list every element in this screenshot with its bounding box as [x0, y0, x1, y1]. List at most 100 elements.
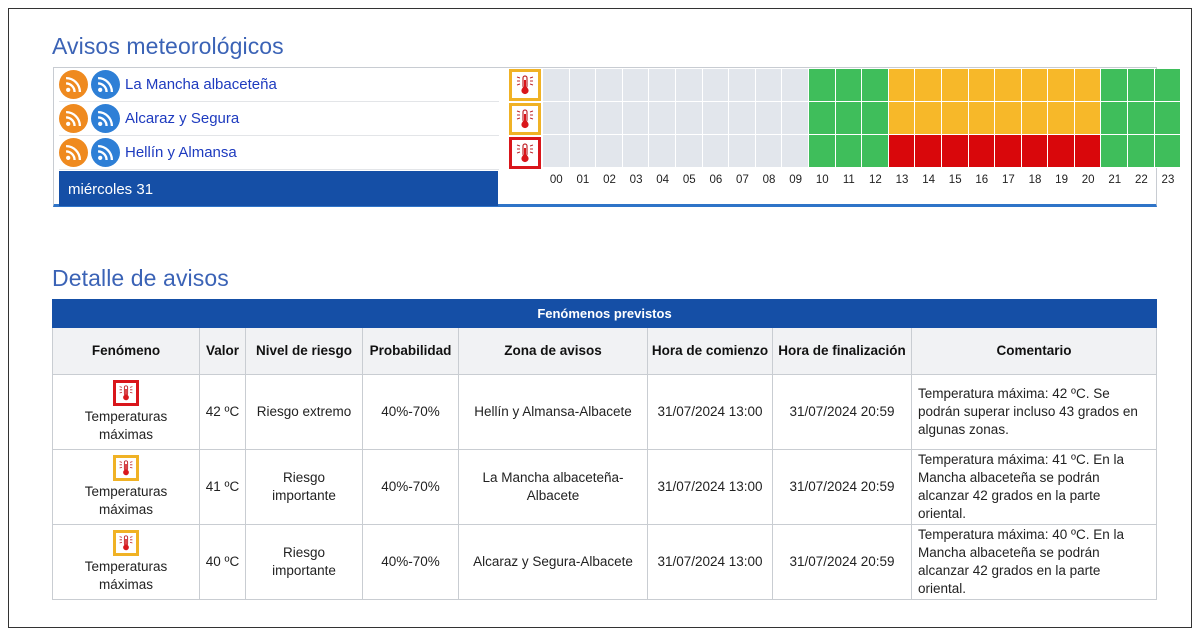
thermometer-icon[interactable] [509, 137, 541, 169]
hour-cell-grey [782, 69, 809, 102]
hour-cell-green [808, 102, 836, 135]
hour-grid-row [543, 69, 1182, 102]
hour-label: 16 [975, 174, 989, 186]
hour-cell-grey [596, 69, 623, 102]
hour-label: 18 [1028, 174, 1042, 186]
hour-cell-green [862, 102, 889, 135]
hour-cell-grey [569, 69, 597, 102]
table-caption: Fenómenos previstos [52, 299, 1157, 328]
hour-cell-green [1101, 69, 1129, 102]
hour-cell-green [835, 69, 863, 102]
hour-cell-grey [675, 135, 703, 168]
rss-feed-icon[interactable] [91, 104, 120, 133]
hour-label: 04 [656, 174, 670, 186]
warnings-title: Avisos meteorológicos [52, 33, 284, 59]
hour-label: 01 [576, 174, 590, 186]
phenomenon-label: Temperaturas máximas [84, 409, 168, 442]
column-header: Probabilidad [362, 327, 459, 375]
hour-label: 02 [603, 174, 616, 186]
hour-cell-yellow [888, 69, 916, 102]
hour-cell-grey [543, 69, 570, 102]
hour-label: 13 [895, 174, 909, 186]
probability-cell: 40%-70% [362, 374, 459, 450]
hour-cell-grey [649, 102, 676, 135]
hour-cell-grey [649, 69, 676, 102]
column-header: Hora de comienzo [647, 327, 773, 375]
page-frame: Avisos meteorológicos La Mancha albacete… [8, 8, 1192, 628]
hour-cell-yellow [995, 69, 1022, 102]
column-header: Fenómeno [52, 327, 200, 375]
column-header: Nivel de riesgo [245, 327, 363, 375]
hour-cell-grey [569, 135, 597, 168]
end-time-cell: 31/07/2024 20:59 [772, 524, 912, 600]
hour-cell-green [1154, 102, 1182, 135]
zone-cell: La Mancha albaceteña-Albacete [458, 449, 648, 525]
zone-link[interactable]: Alcaraz y Segura [125, 110, 240, 127]
hour-cell-yellow [941, 69, 969, 102]
hour-cell-yellow [888, 102, 916, 135]
hour-cell-red [1048, 135, 1075, 168]
hour-cell-grey [702, 102, 730, 135]
hour-cell-yellow [915, 69, 942, 102]
table-header-row: Fenómeno Valor Nivel de riesgo Probabili… [52, 327, 1157, 375]
hour-cell-grey [782, 135, 809, 168]
detail-title: Detalle de avisos [52, 265, 229, 291]
hour-cell-red [1021, 135, 1049, 168]
hour-cell-grey [622, 69, 650, 102]
warnings-detail-table: Fenómenos previstos Fenómeno Valor Nivel… [52, 299, 1157, 600]
hour-cell-yellow [1021, 69, 1049, 102]
table-row: Temperaturas máximas 40 ºC Riesgo import… [52, 524, 1157, 600]
hour-cell-yellow [995, 102, 1022, 135]
comment-cell: Temperatura máxima: 41 ºC. En la Mancha … [911, 449, 1157, 525]
rss-feed-icon[interactable] [59, 104, 88, 133]
hour-cell-green [1128, 102, 1155, 135]
hour-cell-green [862, 135, 889, 168]
rss-feed-icon[interactable] [59, 70, 88, 99]
thermometer-icon [113, 455, 139, 481]
hour-label: 15 [948, 174, 962, 186]
hour-label: 20 [1081, 174, 1095, 186]
zone-link[interactable]: Hellín y Almansa [125, 144, 237, 161]
rss-feed-icon[interactable] [59, 138, 88, 167]
rss-feed-icon[interactable] [91, 138, 120, 167]
zone-row: Alcaraz y Segura [59, 102, 499, 136]
hour-cell-green [835, 135, 863, 168]
probability-cell: 40%-70% [362, 524, 459, 600]
hour-cell-green [808, 135, 836, 168]
hour-label: 19 [1055, 174, 1068, 186]
zone-cell: Alcaraz y Segura-Albacete [458, 524, 648, 600]
hour-cell-yellow [1074, 102, 1102, 135]
hour-label: 11 [842, 174, 855, 186]
risk-cell: Riesgo importante [245, 524, 363, 600]
hour-cell-grey [622, 102, 650, 135]
end-time-cell: 31/07/2024 20:59 [772, 449, 912, 525]
hour-cell-grey [782, 102, 809, 135]
thermometer-icon [113, 380, 139, 406]
thermometer-icon [113, 530, 139, 556]
column-header: Valor [199, 327, 246, 375]
hour-label: 12 [869, 174, 882, 186]
zone-link[interactable]: La Mancha albaceteña [125, 76, 277, 93]
hour-label: 07 [736, 174, 749, 186]
hour-cell-green [862, 69, 889, 102]
hour-cell-yellow [968, 102, 996, 135]
hour-cell-green [1128, 135, 1155, 168]
hour-cell-grey [702, 135, 730, 168]
column-header: Comentario [911, 327, 1157, 375]
start-time-cell: 31/07/2024 13:00 [647, 374, 773, 450]
table-row: Temperaturas máximas 41 ºC Riesgo import… [52, 449, 1157, 525]
thermometer-icon[interactable] [509, 103, 541, 135]
hour-cell-grey [675, 69, 703, 102]
hour-label: 21 [1108, 174, 1122, 186]
rss-feed-icon[interactable] [91, 70, 120, 99]
hour-label: 03 [629, 174, 643, 186]
hour-label: 00 [549, 174, 563, 186]
thermometer-icon[interactable] [509, 69, 541, 101]
phenomenon-label: Temperaturas máximas [84, 559, 168, 592]
probability-cell: 40%-70% [362, 449, 459, 525]
hour-cell-red [915, 135, 942, 168]
zone-cell: Hellín y Almansa-Albacete [458, 374, 648, 450]
hour-cell-grey [729, 135, 756, 168]
hour-cell-green [1101, 135, 1129, 168]
hour-cell-grey [755, 135, 783, 168]
